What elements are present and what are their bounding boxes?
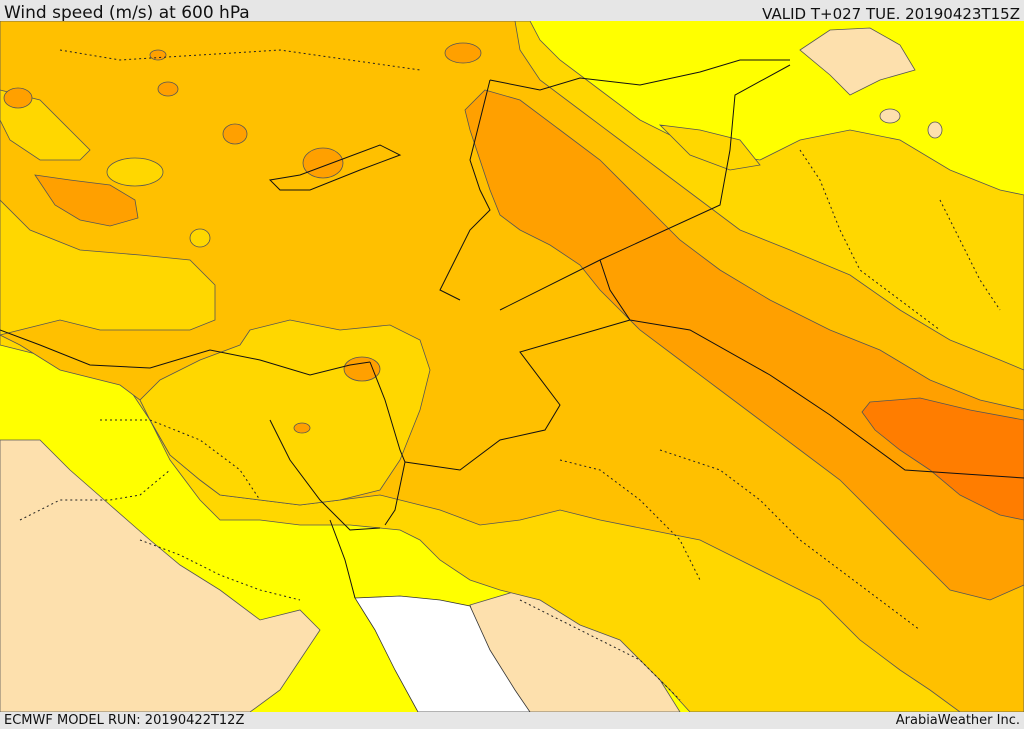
border-line (499, 64, 791, 311)
border-line (439, 79, 491, 301)
border-line (489, 59, 790, 91)
map-title: Wind speed (m/s) at 600 hPa (4, 3, 250, 23)
red-sea-area (354, 595, 531, 712)
wind-speed-map (0, 21, 1024, 712)
border-line (329, 519, 356, 599)
band-gold-west-notch (0, 199, 216, 336)
coastline (268, 144, 402, 191)
border-line (369, 361, 406, 526)
valid-time: VALID T+027 TUE. 20190423T15Z (762, 5, 1020, 23)
border-line (599, 259, 1024, 479)
credit-label: ArabiaWeather Inc. (895, 713, 1020, 728)
band-orange (464, 89, 1024, 601)
band-light-west (0, 439, 321, 712)
band-orange-west (34, 174, 139, 227)
band-light-northeast (799, 27, 916, 96)
border-line (269, 419, 381, 531)
model-run-label: ECMWF MODEL RUN: 20190422T12Z (4, 713, 245, 728)
border-line (404, 319, 631, 471)
band-dark-orange (861, 397, 1024, 521)
border-line (0, 329, 371, 376)
